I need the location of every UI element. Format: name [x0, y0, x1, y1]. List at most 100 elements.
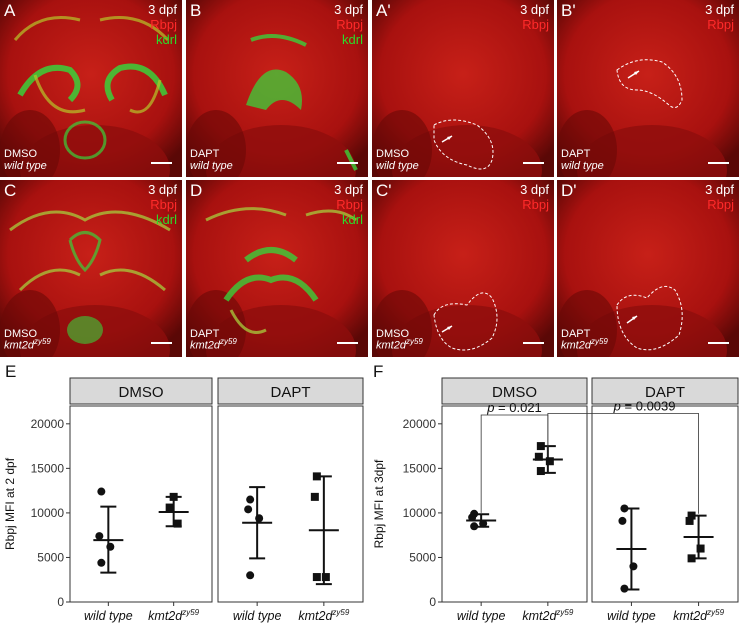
micrograph-panel-C: C 3 dpf Rbpj kdrl DMSO kmt2dzy59 — [0, 180, 182, 357]
age-label: 3 dpf — [334, 2, 363, 17]
x-tick-label-sup: zy59 — [555, 608, 573, 617]
x-tick-label: kmt2dzy59 — [298, 608, 349, 623]
data-point — [97, 558, 106, 567]
y-tick-label: 5000 — [37, 550, 64, 564]
panel-label: B' — [561, 1, 576, 20]
micrograph-panel-D: D 3 dpf Rbpj kdrl DAPT kmt2dzy59 — [186, 180, 368, 357]
y-tick-label: 0 — [429, 595, 436, 609]
x-tick-label: kmt2dzy59 — [148, 608, 199, 623]
data-point — [534, 452, 543, 461]
facet-strip-label: DAPT — [645, 384, 685, 401]
chart-label-e: E — [5, 362, 17, 381]
stain-kdrl-label: kdrl — [156, 32, 177, 47]
facet-strip — [69, 377, 213, 405]
y-axis-label: Rbpj MFI at 2 dpf — [3, 457, 17, 550]
scale-bar — [708, 342, 729, 344]
y-tick-label: 20000 — [403, 417, 437, 431]
significance-bracket — [547, 413, 699, 514]
data-point — [468, 513, 477, 522]
y-tick-label: 0 — [57, 595, 64, 609]
x-tick-label: kmt2dzy59 — [673, 608, 724, 623]
y-tick-label: 20000 — [31, 417, 65, 431]
treatment-label: DMSO — [376, 328, 409, 340]
facet-panel — [441, 405, 588, 603]
facet-strip — [441, 377, 588, 405]
stain-rbpj-label: Rbpj — [150, 197, 177, 212]
scale-bar — [337, 342, 358, 344]
x-tick-label-text: wild type — [233, 609, 282, 623]
data-point — [620, 504, 629, 513]
scale-bar — [523, 342, 544, 344]
data-point — [470, 522, 479, 531]
x-tick-label-text: wild type — [457, 609, 506, 623]
micrograph-panel-Dp: D' 3 dpf Rbpj DAPT kmt2dzy59 — [557, 180, 739, 357]
panel-label: A' — [376, 1, 391, 20]
facet-strip-label: DMSO — [492, 384, 537, 401]
x-tick-label: wild type — [233, 609, 282, 623]
facet-panel — [69, 405, 213, 603]
micrograph-panel-Cp: C' 3 dpf Rbpj DMSO kmt2dzy59 — [372, 180, 554, 357]
genotype-label: kmt2dzy59 — [376, 337, 423, 352]
data-point — [173, 519, 182, 528]
x-tick-label-text: wild type — [84, 609, 133, 623]
treatment-label: DMSO — [376, 148, 409, 160]
age-label: 3 dpf — [520, 182, 549, 197]
genotype-label: kmt2dzy59 — [190, 337, 237, 352]
genotype-label: kmt2dzy59 — [561, 337, 608, 352]
x-tick-label-text: kmt2d — [148, 609, 183, 623]
p-symbol: p — [613, 399, 621, 414]
stain-rbpj-label: Rbpj — [707, 17, 734, 32]
genotype-label: wild type — [4, 160, 47, 172]
data-point — [255, 514, 264, 523]
facet-panel — [591, 405, 739, 603]
data-point — [312, 472, 321, 481]
stain-rbpj-label: Rbpj — [522, 17, 549, 32]
panel-label: B — [190, 1, 202, 20]
x-tick-label: wild type — [84, 609, 133, 623]
x-tick-label-text: kmt2d — [673, 609, 708, 623]
micrograph-panel-Bp: B' 3 dpf Rbpj DAPT wild type — [557, 0, 739, 177]
x-tick-label-text: wild type — [607, 609, 656, 623]
scale-bar — [708, 162, 729, 164]
scale-bar — [151, 342, 172, 344]
y-axis-label: Rbpj MFI at 3dpf — [372, 459, 386, 548]
stain-rbpj-label: Rbpj — [336, 197, 363, 212]
facet-strip-label: DMSO — [119, 384, 164, 401]
genotype-label: wild type — [190, 160, 233, 172]
x-tick-label-text: kmt2d — [522, 609, 557, 623]
chart-label-f: F — [373, 362, 384, 381]
genotype-label: wild type — [561, 160, 604, 172]
facet-strip — [217, 377, 364, 405]
treatment-label: DAPT — [561, 328, 591, 340]
scale-bar — [337, 162, 358, 164]
panel-label: C — [4, 181, 17, 200]
micrograph-panel-A: A 3 dpf Rbpj kdrl DMSO wild type — [0, 0, 182, 177]
panel-label: D — [190, 181, 203, 200]
x-tick-label-text: kmt2d — [298, 609, 333, 623]
genotype-label: kmt2dzy59 — [4, 337, 51, 352]
data-point — [95, 532, 104, 541]
y-tick-label: 10000 — [403, 506, 437, 520]
stain-rbpj-label: Rbpj — [522, 197, 549, 212]
p-value-label: p = 0.021 — [486, 400, 542, 415]
y-tick-label: 15000 — [403, 461, 437, 475]
data-point — [169, 492, 178, 501]
data-point — [536, 467, 545, 476]
data-point — [310, 492, 319, 501]
panel-label: D' — [561, 181, 577, 200]
stain-rbpj-label: Rbpj — [707, 197, 734, 212]
age-label: 3 dpf — [148, 182, 177, 197]
age-label: 3 dpf — [148, 2, 177, 17]
data-point — [545, 457, 554, 466]
stain-rbpj-label: Rbpj — [336, 17, 363, 32]
data-point — [97, 487, 106, 496]
panel-label: C' — [376, 181, 392, 200]
data-point — [696, 544, 705, 553]
genotype-label: wild type — [376, 160, 419, 172]
data-point — [321, 573, 330, 582]
data-point — [246, 571, 255, 580]
age-label: 3 dpf — [705, 182, 734, 197]
chart-e: Rbpj MFI at 2 dpf 0 5000 10000 15000 20000 DMS… — [3, 377, 364, 623]
treatment-label: DMSO — [4, 148, 37, 160]
data-point — [312, 573, 321, 582]
